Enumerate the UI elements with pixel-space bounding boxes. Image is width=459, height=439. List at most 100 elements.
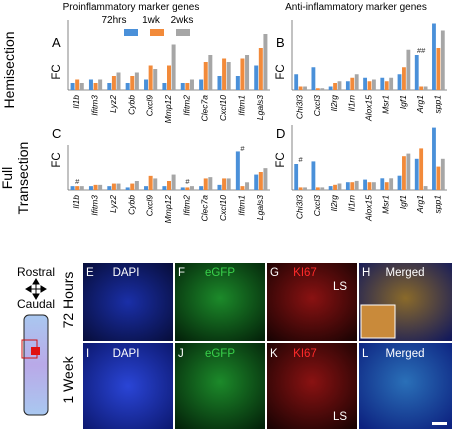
bar-a-cxcl10-72hrs [217, 76, 222, 90]
tick-label-a-cxcl9: Cxcl9 [145, 95, 155, 117]
image-stain-h: Merged [386, 267, 425, 279]
image-panel-f: F eGFP [175, 263, 265, 341]
tick-label-d-alox15: Alox15 [364, 195, 374, 222]
bar-a-mmp12-2wks [171, 44, 176, 90]
bar-b-il2rg-1wk [333, 83, 337, 90]
legend-label-72hrs: 72hrs [101, 15, 126, 26]
bar-a-cybb-1wk [130, 76, 135, 90]
image-label-e: E [86, 267, 94, 279]
panel-label-a: A [52, 35, 61, 50]
caudal-label: Caudal [17, 297, 55, 311]
bar-c-ifitm3-2wks [98, 184, 103, 190]
image-stain-j: eGFP [205, 348, 235, 360]
annotation-c-ifitm1: # [240, 144, 245, 153]
bar-d-spp1-72hrs [432, 127, 436, 190]
chart-a: Il1b Ifitm3 Lyz2 Cybb Cxcl9 Mmp12 Ifitm2 Clec7a… [67, 20, 270, 123]
bar-c-cxcl10-2wks [226, 178, 231, 190]
bar-b-il1rn-72hrs [345, 81, 350, 90]
image-stain-l: Merged [386, 348, 425, 360]
bar-b-igf1-1wk [402, 67, 406, 90]
bar-a-mmp12-72hrs [162, 83, 167, 90]
tick-label-b-igf1: Igf1 [398, 95, 408, 109]
legend: 72hrs 1wk 2wks [101, 15, 193, 36]
bar-a-lgals3-2wks [263, 34, 268, 90]
bar-a-cybb-2wks [134, 72, 139, 90]
bar-d-igf1-72hrs [397, 175, 402, 190]
bar-d-cxcl3-72hrs [311, 161, 316, 190]
tick-label-a-il1b: Il1b [71, 95, 81, 109]
row-label-72-hours: 72 Hours [60, 272, 76, 329]
bar-c-cybb-1wk [130, 183, 135, 190]
bar-a-ifitm2-2wks [189, 79, 194, 90]
tick-label-b-cxcl3: Cxcl3 [312, 95, 322, 117]
bar-a-lgals3-72hrs [254, 65, 259, 90]
image-panel-k: K KI67 LS [267, 343, 357, 429]
bar-d-chi3l3-2wks [303, 187, 307, 190]
legend-swatch-2wks [176, 29, 190, 36]
y-axis-label-a: FC [51, 64, 63, 79]
chart-c: Il1b Ifitm3 Lyz2 Cybb Cxcl9 Mmp12 Ifitm2 Clec7a… [67, 144, 270, 223]
bar-b-il2rg-2wks [337, 81, 342, 90]
bar-b-il1rn-1wk [350, 77, 355, 90]
bar-b-alox15-2wks [372, 79, 376, 90]
image-label-k: K [270, 348, 278, 360]
bar-b-cxcl3-1wk [315, 88, 320, 90]
bar-a-clec7a-1wk [203, 62, 208, 90]
bar-c-il1b-1wk [75, 186, 80, 190]
bar-c-lyz2-1wk [111, 183, 116, 190]
tick-label-a-lgals3: Lgals3 [255, 95, 265, 120]
bar-d-chi3l3-1wk [298, 187, 303, 190]
bar-c-ifitm3-1wk [93, 184, 98, 190]
tick-label-c-ifitm3: Ifitm3 [90, 195, 100, 216]
tick-label-c-clec7a: Clec7a [200, 195, 210, 222]
bar-b-chi3l3-2wks [303, 86, 307, 90]
image-panel-l: L Merged [359, 343, 452, 429]
bar-c-cybb-2wks [134, 181, 139, 190]
bar-c-lgals3-2wks [263, 168, 268, 190]
bar-a-il1b-1wk [75, 79, 80, 90]
image-panel-j: J eGFP [175, 343, 265, 429]
tick-label-b-il2rg: Il2rg [329, 95, 339, 112]
inset-box [360, 304, 396, 339]
annotation-c-il1b: # [75, 177, 80, 186]
tick-label-b-arg1: Arg1 [415, 95, 425, 114]
bar-d-chi3l3-72hrs [294, 164, 299, 190]
bar-a-il1b-72hrs [70, 83, 75, 90]
panel-label-d: D [276, 126, 285, 141]
bar-d-cxcl3-1wk [315, 187, 320, 190]
bar-d-cxcl3-2wks [320, 187, 325, 190]
image-stain-f: eGFP [205, 267, 235, 279]
row-label-transection: Transection [15, 142, 31, 215]
bar-a-ifitm3-72hrs [88, 79, 93, 90]
bar-c-ifitm1-2wks [245, 182, 250, 190]
tick-label-a-ifitm3: Ifitm3 [90, 95, 100, 116]
tick-label-c-cybb: Cybb [126, 195, 136, 215]
y-axis-label-b: FC [275, 64, 287, 79]
bar-a-ifitm2-72hrs [180, 83, 185, 90]
bar-c-mmp12-72hrs [162, 186, 167, 190]
bar-c-mmp12-2wks [171, 174, 176, 190]
image-stain-e: DAPI [113, 267, 140, 279]
y-axis-label-d: FC [275, 152, 287, 167]
tick-label-d-igf1: Igf1 [398, 195, 408, 209]
bar-d-alox15-72hrs [363, 179, 367, 190]
bar-d-il1rn-72hrs [345, 182, 350, 190]
image-panel-h: H Merged [359, 263, 452, 341]
bar-d-msr1-72hrs [380, 178, 385, 190]
scale-bar [432, 422, 447, 425]
bar-d-igf1-1wk [402, 156, 406, 190]
tick-label-b-chi3l3: Chi3l3 [295, 95, 305, 119]
tick-label-b-spp1: spp1 [432, 95, 442, 114]
bar-c-cxcl9-1wk [148, 175, 153, 190]
bar-d-il2rg-2wks [337, 183, 342, 190]
lesion-site [31, 347, 40, 355]
bar-a-cxcl10-2wks [226, 62, 231, 90]
bar-c-clec7a-2wks [208, 177, 213, 190]
bar-c-lyz2-2wks [116, 183, 121, 190]
bar-c-cxcl9-2wks [153, 178, 158, 190]
bar-c-il1b-72hrs [70, 186, 75, 190]
chart-b: Chi3l3 Cxcl3 Il2rg Il1rn Alox15 Msr1 Igf1 Arg1 s… [291, 20, 447, 122]
bar-b-msr1-72hrs [380, 77, 385, 90]
